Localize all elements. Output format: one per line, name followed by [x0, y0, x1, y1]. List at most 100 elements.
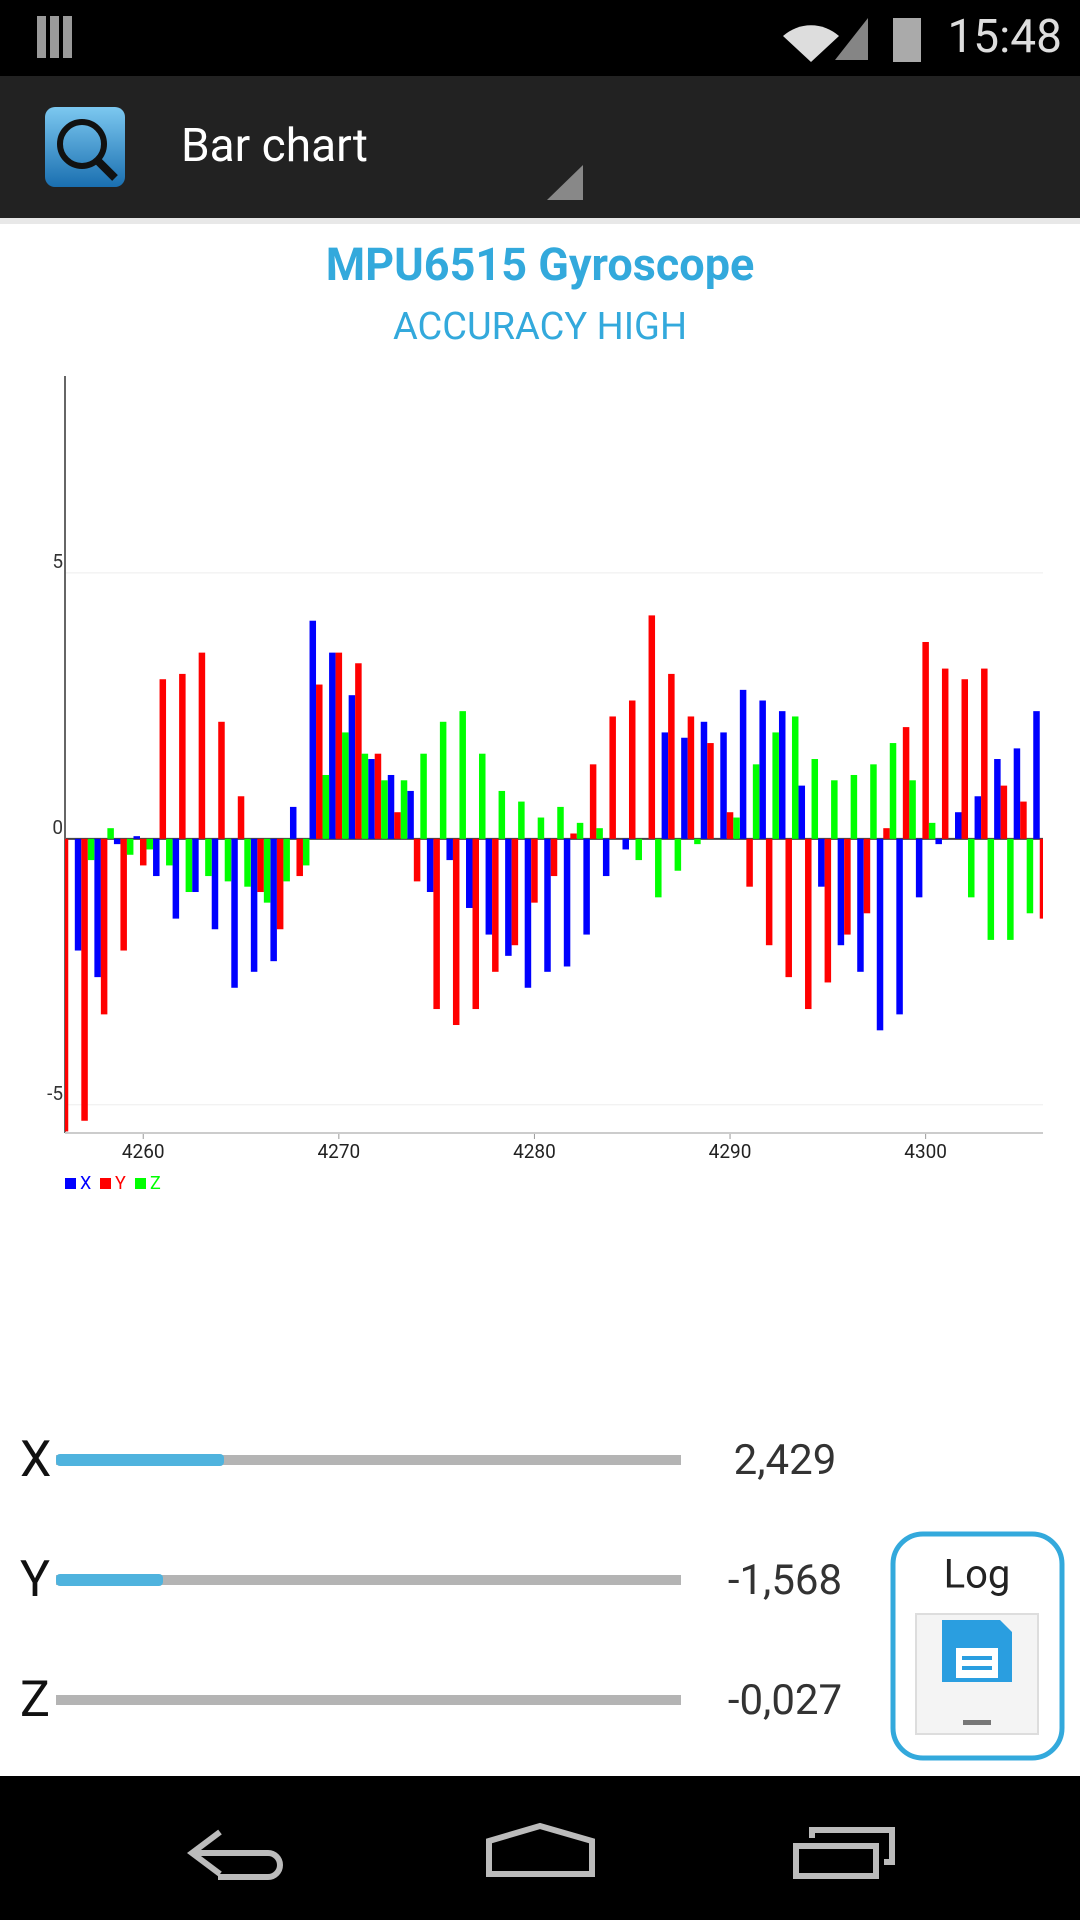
bar: [981, 668, 988, 839]
slider-fill: [56, 1574, 163, 1586]
bar: [498, 790, 506, 839]
screen-title[interactable]: Bar chart: [181, 119, 368, 173]
bar: [466, 838, 473, 908]
bar: [166, 838, 173, 866]
bar: [316, 684, 323, 839]
bar: [974, 796, 982, 839]
bar: [694, 838, 701, 845]
bar: [263, 838, 271, 903]
slider[interactable]: [56, 1695, 681, 1705]
bar: [296, 838, 303, 877]
bar: [576, 822, 584, 839]
bar: [65, 838, 69, 1132]
wifi-icon: [783, 25, 839, 62]
bar: [1007, 838, 1014, 940]
y-tick-label: -5: [47, 1082, 63, 1105]
bar: [283, 838, 290, 882]
bar: [289, 806, 297, 839]
x-tick-label: 4260: [122, 1140, 165, 1163]
bar: [472, 838, 480, 1010]
bar: [368, 759, 375, 839]
bar: [257, 838, 264, 893]
bar: [394, 812, 401, 839]
bar: [355, 663, 362, 839]
bar: [987, 838, 995, 940]
bar: [492, 838, 499, 972]
bar: [746, 838, 753, 887]
bar: [635, 838, 642, 861]
bar: [622, 838, 629, 850]
bar: [681, 737, 688, 839]
bar: [211, 838, 219, 930]
bar: [661, 732, 669, 839]
bar: [824, 838, 832, 983]
dropdown-indicator[interactable]: [547, 165, 583, 200]
bar: [628, 700, 636, 839]
bar: [798, 785, 806, 839]
bar: [707, 743, 714, 839]
bar: [583, 838, 590, 935]
bar: [446, 838, 453, 861]
bar: [902, 727, 910, 839]
bar: [113, 838, 121, 845]
bar: [400, 780, 408, 839]
app-icon[interactable]: [45, 107, 125, 187]
bar: [81, 838, 88, 1121]
slider[interactable]: [56, 1455, 681, 1465]
bar: [302, 838, 310, 866]
bar: [922, 641, 929, 839]
bar: [785, 838, 792, 978]
bar: [100, 838, 108, 1015]
recents-button[interactable]: [793, 1827, 895, 1879]
bar: [244, 838, 251, 887]
bar: [524, 838, 532, 988]
bar: [1013, 748, 1021, 839]
bar: [231, 838, 238, 988]
bar: [928, 822, 936, 839]
bar: [374, 753, 382, 839]
bar: [342, 732, 349, 839]
bar: [185, 838, 193, 893]
action-bar: [0, 76, 1080, 218]
legend-swatch: [135, 1178, 146, 1189]
bar: [139, 838, 147, 866]
bar: [889, 743, 897, 839]
chart-title: MPU6515 Gyroscope: [326, 238, 755, 291]
bar: [74, 838, 82, 951]
bar: [1039, 838, 1043, 919]
bar: [537, 817, 545, 839]
bar: [870, 764, 877, 839]
bar: [805, 838, 812, 1010]
bar: [250, 838, 258, 972]
log-label[interactable]: Log: [944, 1551, 1011, 1598]
bar: [1020, 801, 1027, 839]
bar: [87, 838, 95, 861]
bar: [322, 774, 330, 839]
bar: [531, 838, 538, 903]
sensor-value: -0,027: [728, 1676, 842, 1725]
bar: [687, 716, 695, 839]
bar: [479, 753, 486, 839]
slider[interactable]: [56, 1575, 681, 1585]
bar: [439, 721, 447, 839]
bar: [752, 764, 760, 839]
clock: 15:48: [947, 10, 1062, 64]
bar: [609, 716, 616, 839]
axis-label: Y: [20, 1551, 50, 1609]
home-button[interactable]: [486, 1822, 595, 1877]
bar: [1026, 838, 1034, 914]
bar: [700, 721, 708, 839]
bar: [518, 801, 525, 839]
bar: [511, 838, 519, 946]
bar: [218, 721, 225, 839]
nav-bar: [0, 1776, 1080, 1920]
bar: [224, 838, 232, 882]
back-button[interactable]: [187, 1829, 283, 1880]
bar: [759, 700, 766, 839]
bar: [876, 838, 884, 1031]
bar: [909, 780, 916, 839]
bar: [126, 838, 134, 855]
bar: [557, 806, 564, 839]
log-button[interactable]: Log: [890, 1531, 1065, 1761]
bar: [120, 838, 127, 951]
